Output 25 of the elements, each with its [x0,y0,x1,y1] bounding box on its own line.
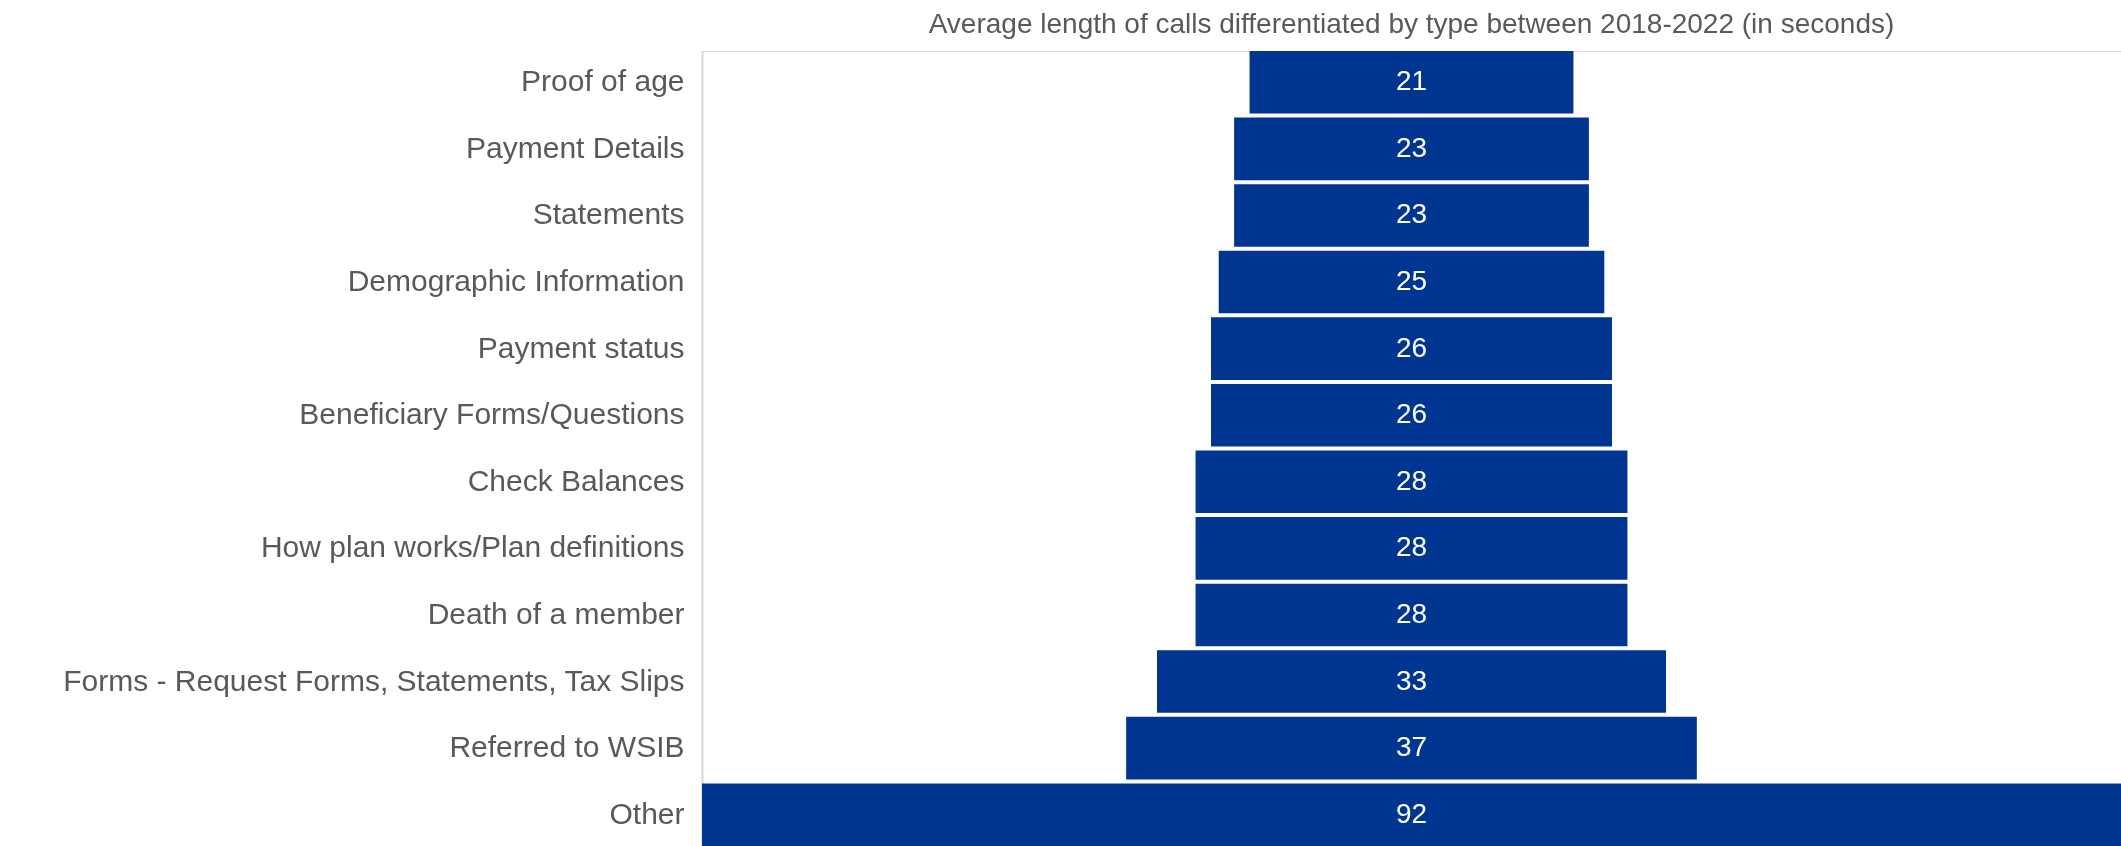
data-label: 33 [1395,664,1428,696]
data-label: 21 [1395,65,1428,97]
category-label: Check Balances [467,463,685,497]
category-label: Statements [532,197,685,231]
data-label: 26 [1395,398,1428,430]
category-label: Payment Details [466,130,685,164]
data-label: 28 [1395,464,1428,496]
text: Average length of calls differentiated by type between 2018-2022 (in seconds) [928,8,1895,39]
category-label: How plan works/Plan definitions [260,530,685,564]
category-label: Payment status [477,330,685,364]
data-label: 23 [1395,198,1428,230]
category-label: Proof of age [521,64,685,98]
category-label: Other [609,796,685,830]
data-label: 28 [1395,531,1428,563]
category-label: Forms - Request Forms, Statements, Tax Slips [63,663,685,697]
category-label: Death of a member [427,596,685,630]
category-label: Beneficiary Forms/Questions [299,397,685,431]
category-label: Referred to WSIB [449,730,685,764]
data-label: 26 [1395,331,1428,363]
data-label: 92 [1395,797,1428,829]
data-label: 37 [1395,731,1428,763]
data-label: 23 [1395,131,1428,163]
data-label: 25 [1395,265,1428,297]
data-label: 28 [1395,597,1428,629]
category-label: Demographic Information [347,264,685,298]
